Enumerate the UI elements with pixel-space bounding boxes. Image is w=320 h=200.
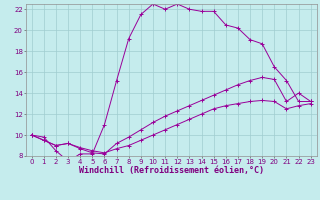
X-axis label: Windchill (Refroidissement éolien,°C): Windchill (Refroidissement éolien,°C): [79, 166, 264, 175]
